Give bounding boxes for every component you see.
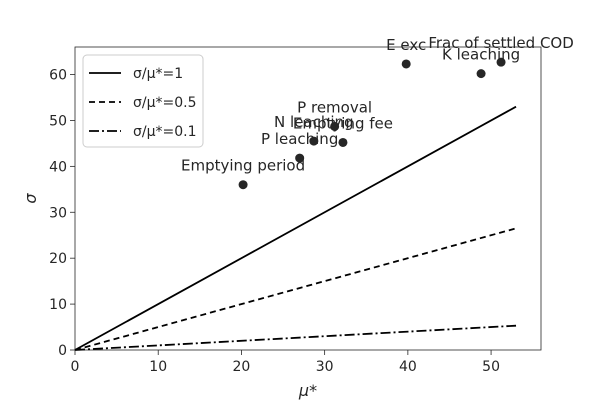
- data-point-label: Emptying period: [181, 157, 305, 175]
- data-point-label: Emptying fee: [293, 114, 393, 132]
- legend-label: σ/μ*=0.5: [133, 95, 197, 111]
- x-tick-label: 40: [399, 359, 417, 375]
- legend-label: σ/μ*=0.1: [133, 124, 197, 140]
- x-tick-label: 10: [149, 359, 167, 375]
- data-point-label: P removal: [297, 98, 372, 116]
- plot-frame: [74, 46, 542, 351]
- data-point: [401, 59, 411, 69]
- y-tick-label: 10: [49, 297, 67, 313]
- data-point-label: E exc: [386, 36, 426, 54]
- y-tick-label: 50: [49, 113, 67, 129]
- x-tick-label: 30: [316, 359, 334, 375]
- y-tick-label: 60: [49, 68, 67, 84]
- y-tick-label: 40: [49, 159, 67, 175]
- data-point-label: N leaching: [274, 113, 354, 131]
- data-points: [238, 57, 506, 190]
- legend-label: σ/μ*=1: [133, 66, 183, 82]
- legend-box: [82, 54, 204, 148]
- y-tick-label: 30: [49, 205, 67, 221]
- data-point-label: K leaching: [442, 46, 520, 64]
- data-point-label: Frac of settled COD: [428, 34, 573, 52]
- reference-line-2: [74, 324, 517, 351]
- data-point: [476, 69, 486, 79]
- x-axis-label: μ*: [298, 381, 317, 400]
- x-tick-label: 20: [233, 359, 251, 375]
- data-point: [338, 137, 348, 147]
- y-tick-label: 0: [58, 343, 67, 359]
- plot-area: [74, 46, 542, 351]
- reference-line-0: [74, 105, 517, 351]
- axes: 0 10 20 30 40 50 0 10 20 30 40 50 60: [49, 68, 500, 375]
- data-point-label: P leaching: [261, 130, 338, 148]
- data-point: [330, 121, 340, 131]
- x-tick-label: 50: [482, 359, 500, 375]
- y-axis-label: σ: [21, 193, 40, 204]
- data-point: [496, 57, 506, 67]
- data-point: [309, 136, 319, 146]
- y-tick-label: 20: [49, 251, 67, 267]
- reference-lines: [74, 105, 517, 351]
- x-tick-label: 0: [71, 359, 80, 375]
- data-point: [238, 180, 248, 190]
- reference-line-1: [74, 227, 517, 351]
- data-point: [295, 153, 305, 163]
- legend: σ/μ*=1 σ/μ*=0.5 σ/μ*=0.1: [82, 54, 204, 148]
